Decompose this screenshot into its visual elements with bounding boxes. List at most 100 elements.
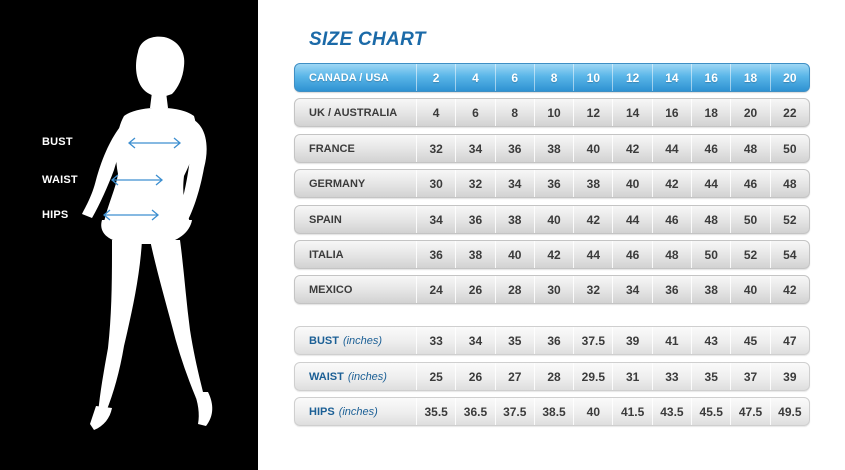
size-cell: 48 (731, 135, 771, 162)
size-cell: 42 (653, 170, 693, 197)
measure-cell: 26 (456, 363, 496, 390)
row-waist: WAIST (inches) 25 26 27 28 29.5 31 33 35… (294, 362, 810, 391)
size-cell: 34 (496, 170, 535, 197)
size-cell: 8 (535, 64, 575, 91)
size-cell: 52 (731, 241, 771, 268)
measure-cell: 35 (496, 327, 535, 354)
size-cell: 18 (731, 64, 771, 91)
size-cell: 48 (783, 176, 797, 191)
size-cell: 38 (692, 276, 732, 303)
size-cell: 10 (574, 64, 614, 91)
size-cell: 50 (783, 141, 797, 156)
size-cell: 42 (535, 241, 575, 268)
size-cell: 6 (496, 64, 535, 91)
measure-name: WAIST (309, 370, 344, 383)
size-cell: 46 (731, 170, 771, 197)
measure-cell: 31 (613, 363, 653, 390)
size-cell: 40 (574, 135, 614, 162)
size-cell: 38 (535, 135, 575, 162)
size-cell: 30 (535, 276, 575, 303)
size-cell: 50 (692, 241, 732, 268)
measure-unit: (inches) (342, 334, 383, 347)
measure-name: BUST (309, 334, 339, 347)
row-uk-australia: UK / AUSTRALIA 4 6 8 10 12 14 16 18 20 2… (294, 98, 810, 127)
measure-cell: 40 (574, 398, 614, 425)
size-cell: 36 (456, 206, 496, 233)
size-cell: 36 (496, 135, 535, 162)
size-cell: 40 (496, 241, 535, 268)
size-cell: 34 (613, 276, 653, 303)
row-mexico: MEXICO 24 26 28 30 32 34 36 38 40 42 (294, 275, 810, 304)
size-cell: 44 (574, 241, 614, 268)
size-cell: 4 (456, 64, 496, 91)
size-cell: 34 (417, 206, 457, 233)
size-cell: 50 (731, 206, 771, 233)
size-cell: 20 (731, 99, 771, 126)
size-cell: 6 (456, 99, 496, 126)
size-cell: 38 (456, 241, 496, 268)
size-cell: 42 (783, 282, 797, 297)
size-cell: 54 (783, 247, 797, 262)
size-cell: 16 (692, 64, 732, 91)
measure-cell: 25 (417, 363, 457, 390)
row-spain: SPAIN 34 36 38 40 42 44 46 48 50 52 (294, 205, 810, 234)
size-cell: 26 (456, 276, 496, 303)
measure-cell: 43 (692, 327, 732, 354)
measure-cell: 47 (783, 333, 797, 348)
size-cell: 38 (496, 206, 535, 233)
size-cell: 20 (783, 70, 797, 85)
row-italia: ITALIA 36 38 40 42 44 46 48 50 52 54 (294, 240, 810, 269)
size-cell: 32 (456, 170, 496, 197)
size-cell: 44 (613, 206, 653, 233)
size-cell: 36 (653, 276, 693, 303)
row-label: WAIST (inches) (295, 363, 417, 390)
row-label: HIPS (inches) (295, 398, 417, 425)
measure-cell: 29.5 (574, 363, 614, 390)
measure-cell: 39 (613, 327, 653, 354)
size-cell: 36 (417, 241, 457, 268)
size-cell: 12 (613, 64, 653, 91)
size-cell: 42 (574, 206, 614, 233)
header-row-canada-usa: CANADA / USA 2 4 6 8 10 12 14 16 18 20 (294, 63, 810, 92)
row-germany: GERMANY 30 32 34 36 38 40 42 44 46 48 (294, 169, 810, 198)
size-cell: 48 (692, 206, 732, 233)
measure-cell: 37.5 (496, 398, 535, 425)
size-cell: 46 (692, 135, 732, 162)
size-cell: 32 (574, 276, 614, 303)
size-cell: 42 (613, 135, 653, 162)
measure-cell: 45.5 (692, 398, 732, 425)
row-label: BUST (inches) (295, 327, 417, 354)
hips-label: HIPS (42, 209, 69, 221)
size-cell: 52 (783, 212, 797, 227)
size-cell: 32 (417, 135, 457, 162)
size-cell: 2 (417, 64, 457, 91)
measure-cell: 45 (731, 327, 771, 354)
row-label: CANADA / USA (295, 64, 417, 91)
size-chart-panel: SIZE CHART CANADA / USA 2 4 6 8 10 12 14… (258, 0, 845, 470)
measure-cell: 34 (456, 327, 496, 354)
measure-cell: 27 (496, 363, 535, 390)
measure-cell: 33 (653, 363, 693, 390)
measure-cell: 47.5 (731, 398, 771, 425)
page-title: SIZE CHART (309, 29, 426, 50)
silhouette-panel: BUST WAIST HIPS (0, 0, 258, 470)
size-cell: 30 (417, 170, 457, 197)
size-cell: 34 (456, 135, 496, 162)
measure-cell: 41.5 (613, 398, 653, 425)
row-label: SPAIN (295, 206, 417, 233)
row-label: UK / AUSTRALIA (295, 99, 417, 126)
size-cell: 36 (535, 170, 575, 197)
size-cell: 12 (574, 99, 614, 126)
size-cell: 48 (653, 241, 693, 268)
measure-cell: 28 (535, 363, 575, 390)
measure-cell: 41 (653, 327, 693, 354)
size-cell: 22 (783, 105, 797, 120)
size-cell: 14 (613, 99, 653, 126)
size-cell: 4 (417, 99, 457, 126)
size-cell: 28 (496, 276, 535, 303)
size-cell: 10 (535, 99, 575, 126)
size-cell: 40 (535, 206, 575, 233)
bust-label: BUST (42, 136, 73, 148)
measure-cell: 37 (731, 363, 771, 390)
size-cell: 18 (692, 99, 732, 126)
